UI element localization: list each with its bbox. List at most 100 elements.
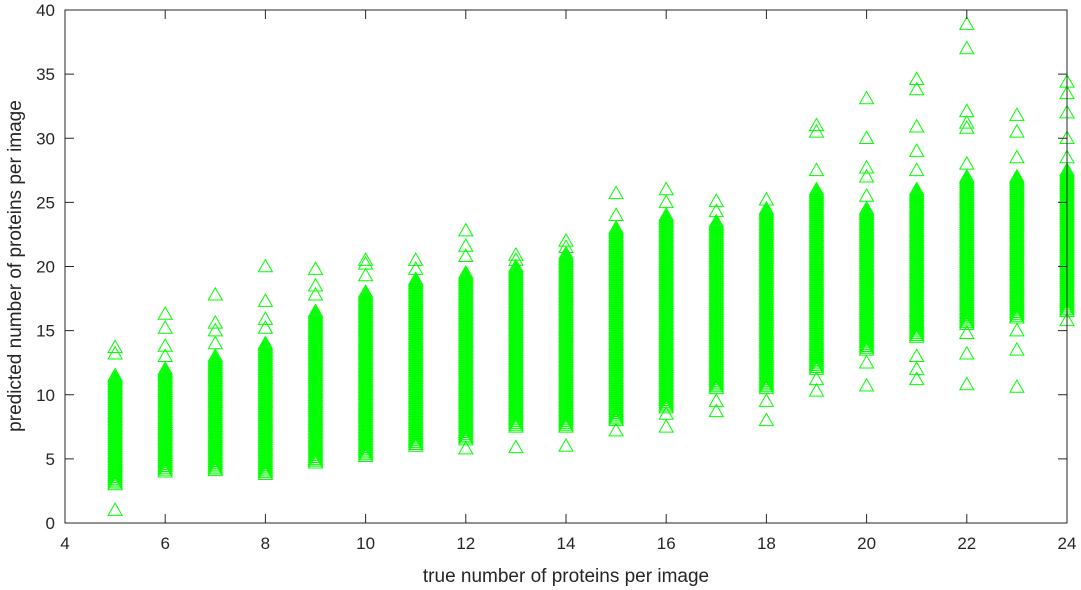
data-point [307, 307, 324, 321]
data-point [357, 357, 374, 371]
data-point [958, 325, 975, 339]
data-point [858, 255, 875, 270]
data-point [257, 385, 274, 399]
data-point [307, 363, 324, 378]
data-point [457, 394, 474, 409]
data-point [1009, 249, 1025, 264]
data-point [307, 438, 324, 453]
data-point [858, 285, 875, 299]
data-point [958, 256, 975, 270]
data-point [908, 192, 925, 207]
data-point [407, 386, 424, 401]
data-point [708, 230, 725, 244]
data-point [758, 228, 775, 243]
data-point [508, 285, 524, 300]
data-point [708, 261, 725, 275]
data-point [257, 422, 274, 436]
data-point [508, 384, 524, 398]
data-point [908, 261, 925, 276]
data-point [457, 336, 474, 351]
data-point [508, 358, 524, 373]
data-point [207, 405, 224, 420]
data-point [908, 274, 925, 289]
data-point [257, 258, 274, 273]
data-point [858, 159, 875, 174]
data-point [157, 362, 174, 377]
data-point [407, 320, 424, 335]
data-point [157, 392, 174, 406]
data-point [1009, 271, 1025, 286]
data-point [357, 444, 374, 459]
data-point [858, 281, 875, 296]
data-point [758, 202, 775, 217]
data-point [858, 230, 875, 244]
data-point [958, 201, 975, 216]
data-point [307, 372, 324, 387]
data-point [858, 204, 875, 219]
data-point [608, 296, 624, 311]
data-point [1009, 267, 1025, 282]
data-point [357, 426, 374, 441]
data-point [407, 313, 424, 328]
data-point [1009, 170, 1025, 185]
data-point [357, 411, 374, 426]
data-point [207, 412, 224, 427]
data-point [407, 280, 424, 295]
data-point [357, 362, 374, 377]
data-point [908, 259, 925, 274]
data-point [307, 374, 324, 389]
data-point [758, 233, 775, 248]
data-point [958, 119, 975, 134]
data-point [858, 168, 875, 183]
data-point [207, 390, 224, 405]
data-point [157, 412, 174, 427]
data-point [207, 451, 224, 466]
data-point [508, 353, 524, 367]
data-point [257, 366, 274, 381]
data-point [808, 218, 825, 232]
data-point [558, 287, 574, 302]
data-point [207, 401, 224, 416]
data-point [958, 226, 975, 241]
data-point [808, 320, 825, 335]
data-point [558, 267, 574, 282]
data-point [457, 416, 474, 431]
data-point [357, 428, 374, 442]
data-point [858, 231, 875, 246]
data-point [958, 259, 975, 274]
data-point [207, 379, 224, 394]
data-point [307, 336, 324, 350]
data-point [558, 322, 574, 336]
data-point [658, 368, 675, 383]
data-point [558, 318, 574, 333]
data-point [457, 351, 474, 365]
data-point [1009, 174, 1025, 188]
data-point [1009, 242, 1025, 256]
x-axis-label: true number of proteins per image [423, 566, 709, 587]
data-point [107, 460, 123, 474]
data-point [608, 340, 624, 355]
data-point [808, 273, 825, 287]
data-point [307, 323, 324, 338]
data-point [257, 377, 274, 392]
data-point [457, 329, 474, 343]
data-point [207, 335, 224, 350]
data-point [1009, 198, 1025, 212]
data-point [307, 314, 324, 329]
data-point [708, 340, 725, 354]
data-point [608, 350, 624, 364]
data-point [357, 344, 374, 359]
data-point [257, 364, 274, 379]
data-point [808, 196, 825, 210]
data-point [758, 316, 775, 330]
data-point [157, 375, 174, 390]
data-point [908, 287, 925, 301]
data-point [407, 368, 424, 383]
data-point [708, 226, 725, 241]
x-tick-label: 24 [1058, 534, 1077, 553]
data-point [558, 376, 574, 391]
data-point [808, 340, 825, 355]
data-point [107, 374, 123, 389]
data-point [357, 289, 374, 304]
data-point [157, 386, 174, 401]
